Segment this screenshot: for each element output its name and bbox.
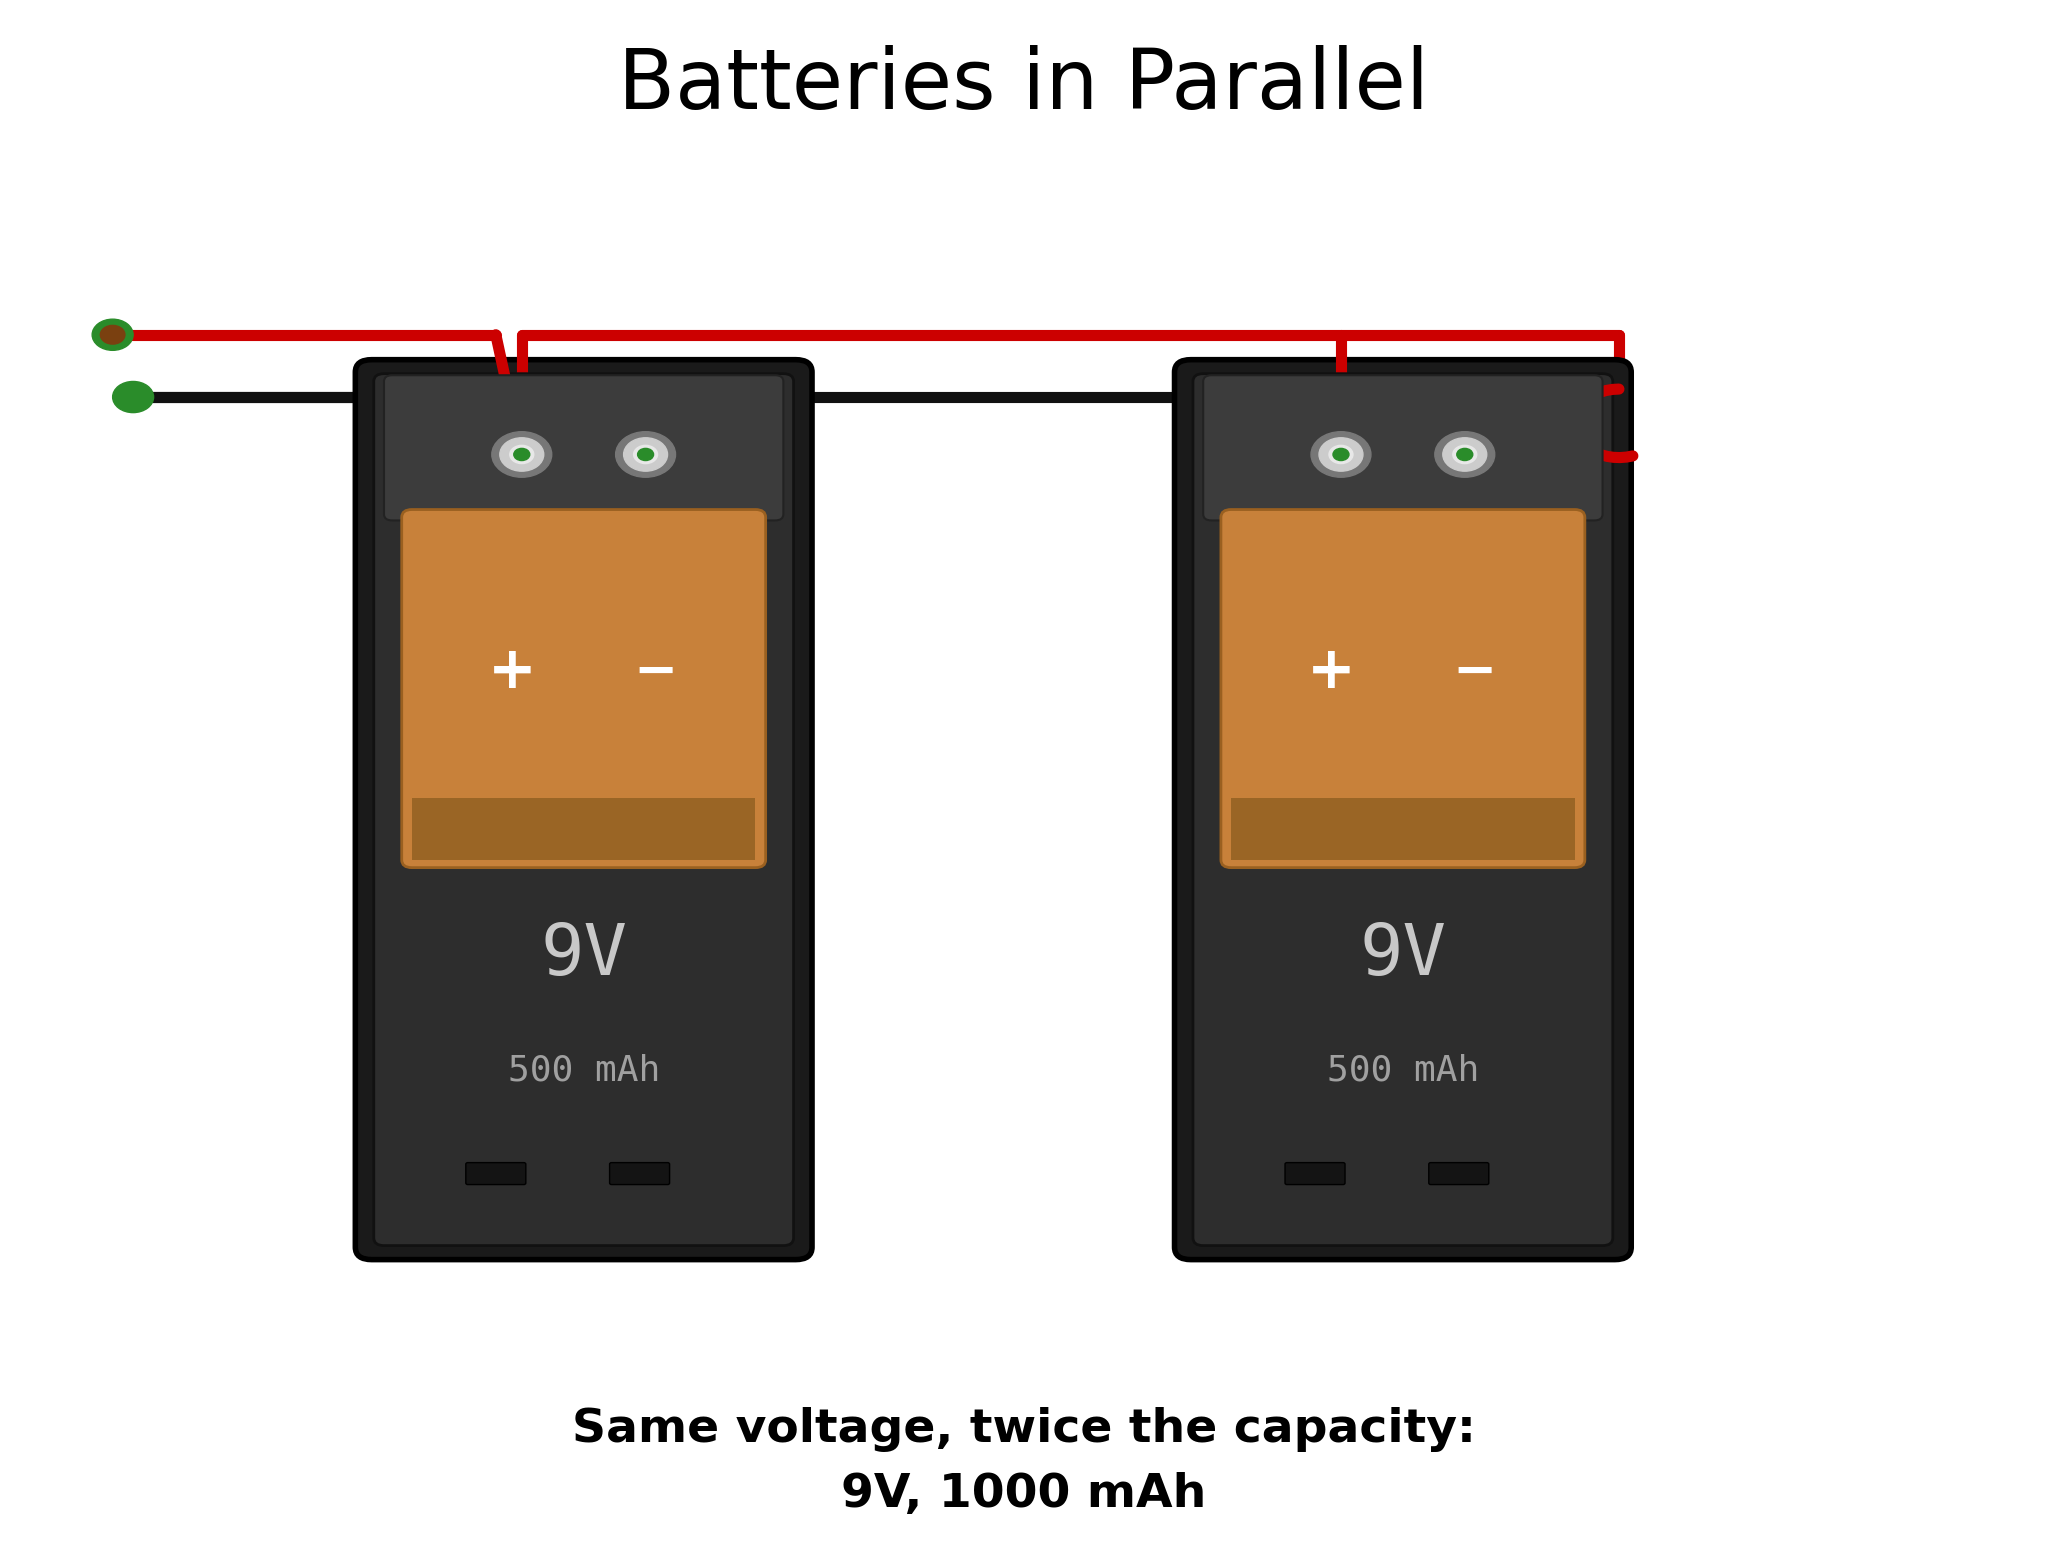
Text: 9V, 1000 mAh: 9V, 1000 mAh: [842, 1473, 1206, 1517]
Circle shape: [92, 319, 133, 350]
Text: 9V: 9V: [541, 920, 627, 990]
FancyBboxPatch shape: [383, 375, 782, 520]
Circle shape: [623, 438, 668, 472]
FancyBboxPatch shape: [465, 1163, 526, 1185]
FancyBboxPatch shape: [1204, 375, 1602, 520]
FancyBboxPatch shape: [1284, 1163, 1346, 1185]
FancyBboxPatch shape: [401, 509, 766, 867]
Circle shape: [1436, 431, 1495, 478]
Circle shape: [1319, 438, 1364, 472]
Text: −: −: [633, 646, 678, 698]
FancyBboxPatch shape: [1176, 360, 1630, 1260]
FancyBboxPatch shape: [354, 360, 811, 1260]
Circle shape: [514, 448, 530, 461]
Circle shape: [492, 431, 551, 478]
Circle shape: [637, 448, 653, 461]
Text: −: −: [1452, 646, 1497, 698]
Circle shape: [500, 438, 543, 472]
Circle shape: [510, 445, 535, 464]
Circle shape: [1452, 445, 1477, 464]
Text: +: +: [1307, 643, 1356, 701]
FancyBboxPatch shape: [610, 1163, 670, 1185]
Text: 9V: 9V: [1360, 920, 1446, 990]
Circle shape: [633, 445, 657, 464]
Text: +: +: [487, 643, 537, 701]
FancyBboxPatch shape: [1192, 374, 1614, 1246]
Text: Batteries in Parallel: Batteries in Parallel: [618, 45, 1430, 126]
Circle shape: [113, 381, 154, 413]
FancyBboxPatch shape: [373, 374, 793, 1246]
FancyBboxPatch shape: [1430, 1163, 1489, 1185]
Bar: [1231, 799, 1575, 859]
Circle shape: [1442, 438, 1487, 472]
FancyBboxPatch shape: [1221, 509, 1585, 867]
Circle shape: [616, 431, 676, 478]
Circle shape: [1456, 448, 1473, 461]
Circle shape: [1311, 431, 1370, 478]
Circle shape: [1329, 445, 1354, 464]
Circle shape: [1333, 448, 1350, 461]
Text: Same voltage, twice the capacity:: Same voltage, twice the capacity:: [571, 1408, 1477, 1451]
Bar: [412, 799, 756, 859]
Text: 500 mAh: 500 mAh: [1327, 1054, 1479, 1088]
Circle shape: [100, 325, 125, 344]
Text: 500 mAh: 500 mAh: [508, 1054, 659, 1088]
